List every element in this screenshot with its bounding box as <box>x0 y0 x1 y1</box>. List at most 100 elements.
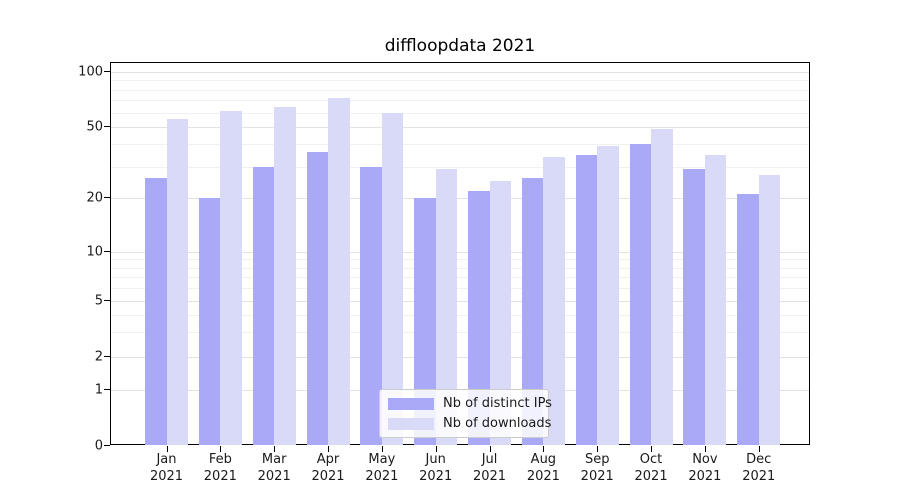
x-axis-tick-label: Sep 2021 <box>566 451 628 485</box>
bar-distinct-ips-jan <box>145 177 167 445</box>
x-tick-month: Feb <box>208 452 232 467</box>
y-axis-tick <box>104 197 110 198</box>
y-minor-gridline <box>111 331 809 333</box>
bar-downloads-jan <box>166 119 188 445</box>
y-major-gridline <box>111 301 809 302</box>
legend-item-distinct-ips: Nb of distinct IPs <box>388 396 552 411</box>
y-major-gridline <box>111 198 809 199</box>
y-minor-gridline <box>111 314 809 316</box>
x-tick-month: Jun <box>425 452 446 467</box>
bar-distinct-ips-sep <box>575 154 598 445</box>
x-tick-month: Jan <box>156 452 177 467</box>
x-axis-tick <box>220 446 222 452</box>
x-axis-tick-label: Dec 2021 <box>728 451 790 485</box>
x-axis-tick-label: Aug 2021 <box>512 451 574 485</box>
y-minor-gridline <box>111 259 809 261</box>
x-tick-month: Aug <box>530 452 557 467</box>
x-axis-tick <box>328 446 330 452</box>
x-axis-tick <box>489 446 491 452</box>
y-axis-tick-label: 50 <box>86 119 103 135</box>
bar-distinct-ips-dec <box>737 194 759 445</box>
y-minor-gridline <box>111 267 809 269</box>
x-axis-tick-label: Jan 2021 <box>136 451 198 485</box>
x-tick-month: Oct <box>639 452 663 467</box>
x-tick-month: Sep <box>584 452 610 467</box>
x-axis-tick-label: Feb 2021 <box>189 451 251 485</box>
y-axis-tick <box>104 445 110 446</box>
bar-distinct-ips-apr <box>306 152 329 445</box>
y-major-gridline <box>111 72 809 73</box>
y-axis-tick-label: 5 <box>94 293 103 309</box>
y-axis-tick <box>104 251 110 252</box>
x-tick-month: Nov <box>692 452 718 467</box>
y-axis-tick-label: 10 <box>86 244 103 260</box>
bar-downloads-oct <box>651 128 673 445</box>
bar-distinct-ips-nov <box>683 169 705 445</box>
y-axis-tick-label: 2 <box>94 349 103 364</box>
x-tick-month: Apr <box>316 452 340 467</box>
bar-downloads-apr <box>328 98 350 445</box>
x-tick-month: May <box>368 452 396 467</box>
bar-downloads-dec <box>758 174 781 445</box>
x-axis-tick-label: Apr 2021 <box>297 451 359 485</box>
legend-item-downloads: Nb of downloads <box>388 416 551 431</box>
legend-label-downloads: Nb of downloads <box>443 416 552 431</box>
x-tick-year: 2021 <box>203 469 237 484</box>
x-axis-tick-label: Jul 2021 <box>459 451 521 485</box>
x-axis-tick <box>651 446 653 452</box>
x-tick-month: Jul <box>481 452 498 467</box>
y-axis-tick-label: 1 <box>94 382 103 398</box>
bar-downloads-mar <box>274 107 296 445</box>
bar-distinct-ips-mar <box>252 166 275 445</box>
bar-distinct-ips-feb <box>198 198 221 445</box>
bar-distinct-ips-oct <box>629 144 652 445</box>
bar-distinct-ips-jul <box>468 190 490 445</box>
y-major-gridline <box>111 356 809 358</box>
legend-swatch-distinct-ips <box>388 397 434 410</box>
y-minor-gridline <box>111 166 809 168</box>
x-tick-year: 2021 <box>742 469 776 484</box>
y-axis-tick <box>104 126 110 127</box>
x-axis-tick <box>543 446 545 452</box>
x-axis-tick-label: Jun 2021 <box>405 451 467 485</box>
bar-downloads-jun <box>435 169 458 445</box>
plot-area: 0 1 2 5 10 20 50 100 Jan 2021 Feb 2021 Mar 2021 Apr 202… <box>78 62 810 484</box>
x-tick-month: Mar <box>261 452 287 467</box>
legend-swatch-downloads <box>388 417 434 430</box>
x-tick-month: Dec <box>746 452 772 467</box>
y-axis-tick-label: 20 <box>86 190 103 206</box>
x-tick-year: 2021 <box>580 469 614 484</box>
x-tick-year: 2021 <box>688 469 722 484</box>
y-minor-gridline <box>111 144 809 146</box>
bar-downloads-sep <box>597 146 619 445</box>
y-major-gridline <box>111 127 809 128</box>
y-minor-gridline <box>111 89 809 91</box>
x-tick-year: 2021 <box>149 469 184 484</box>
bar-downloads-nov <box>704 154 727 445</box>
bar-distinct-ips-jun <box>414 198 436 445</box>
x-axis-tick-label: Oct 2021 <box>620 451 682 485</box>
x-axis-tick-label: Nov 2021 <box>674 451 736 485</box>
x-axis-tick <box>381 446 383 452</box>
bar-distinct-ips-may <box>360 166 382 445</box>
y-axis-tick <box>104 355 110 357</box>
x-axis-tick <box>435 446 437 452</box>
x-axis-tick <box>597 446 599 452</box>
y-minor-gridline <box>111 277 809 279</box>
x-tick-year: 2021 <box>311 469 345 484</box>
x-tick-year: 2021 <box>634 469 668 484</box>
x-tick-year: 2021 <box>257 469 291 484</box>
chart-title: diffloopdata 2021 <box>384 36 536 56</box>
bar-downloads-aug <box>543 156 565 445</box>
legend: Nb of distinct IPs Nb of downloads <box>379 389 552 438</box>
x-axis-tick-label: May 2021 <box>351 451 413 485</box>
x-axis-tick <box>758 446 760 452</box>
x-tick-year: 2021 <box>472 469 507 484</box>
x-axis-tick <box>704 446 706 452</box>
y-axis-tick-label: 0 <box>94 438 103 454</box>
x-tick-year: 2021 <box>526 469 560 484</box>
bar-downloads-feb <box>220 111 242 445</box>
y-major-gridline <box>111 252 809 253</box>
x-axis-tick-label: Mar 2021 <box>243 451 305 485</box>
